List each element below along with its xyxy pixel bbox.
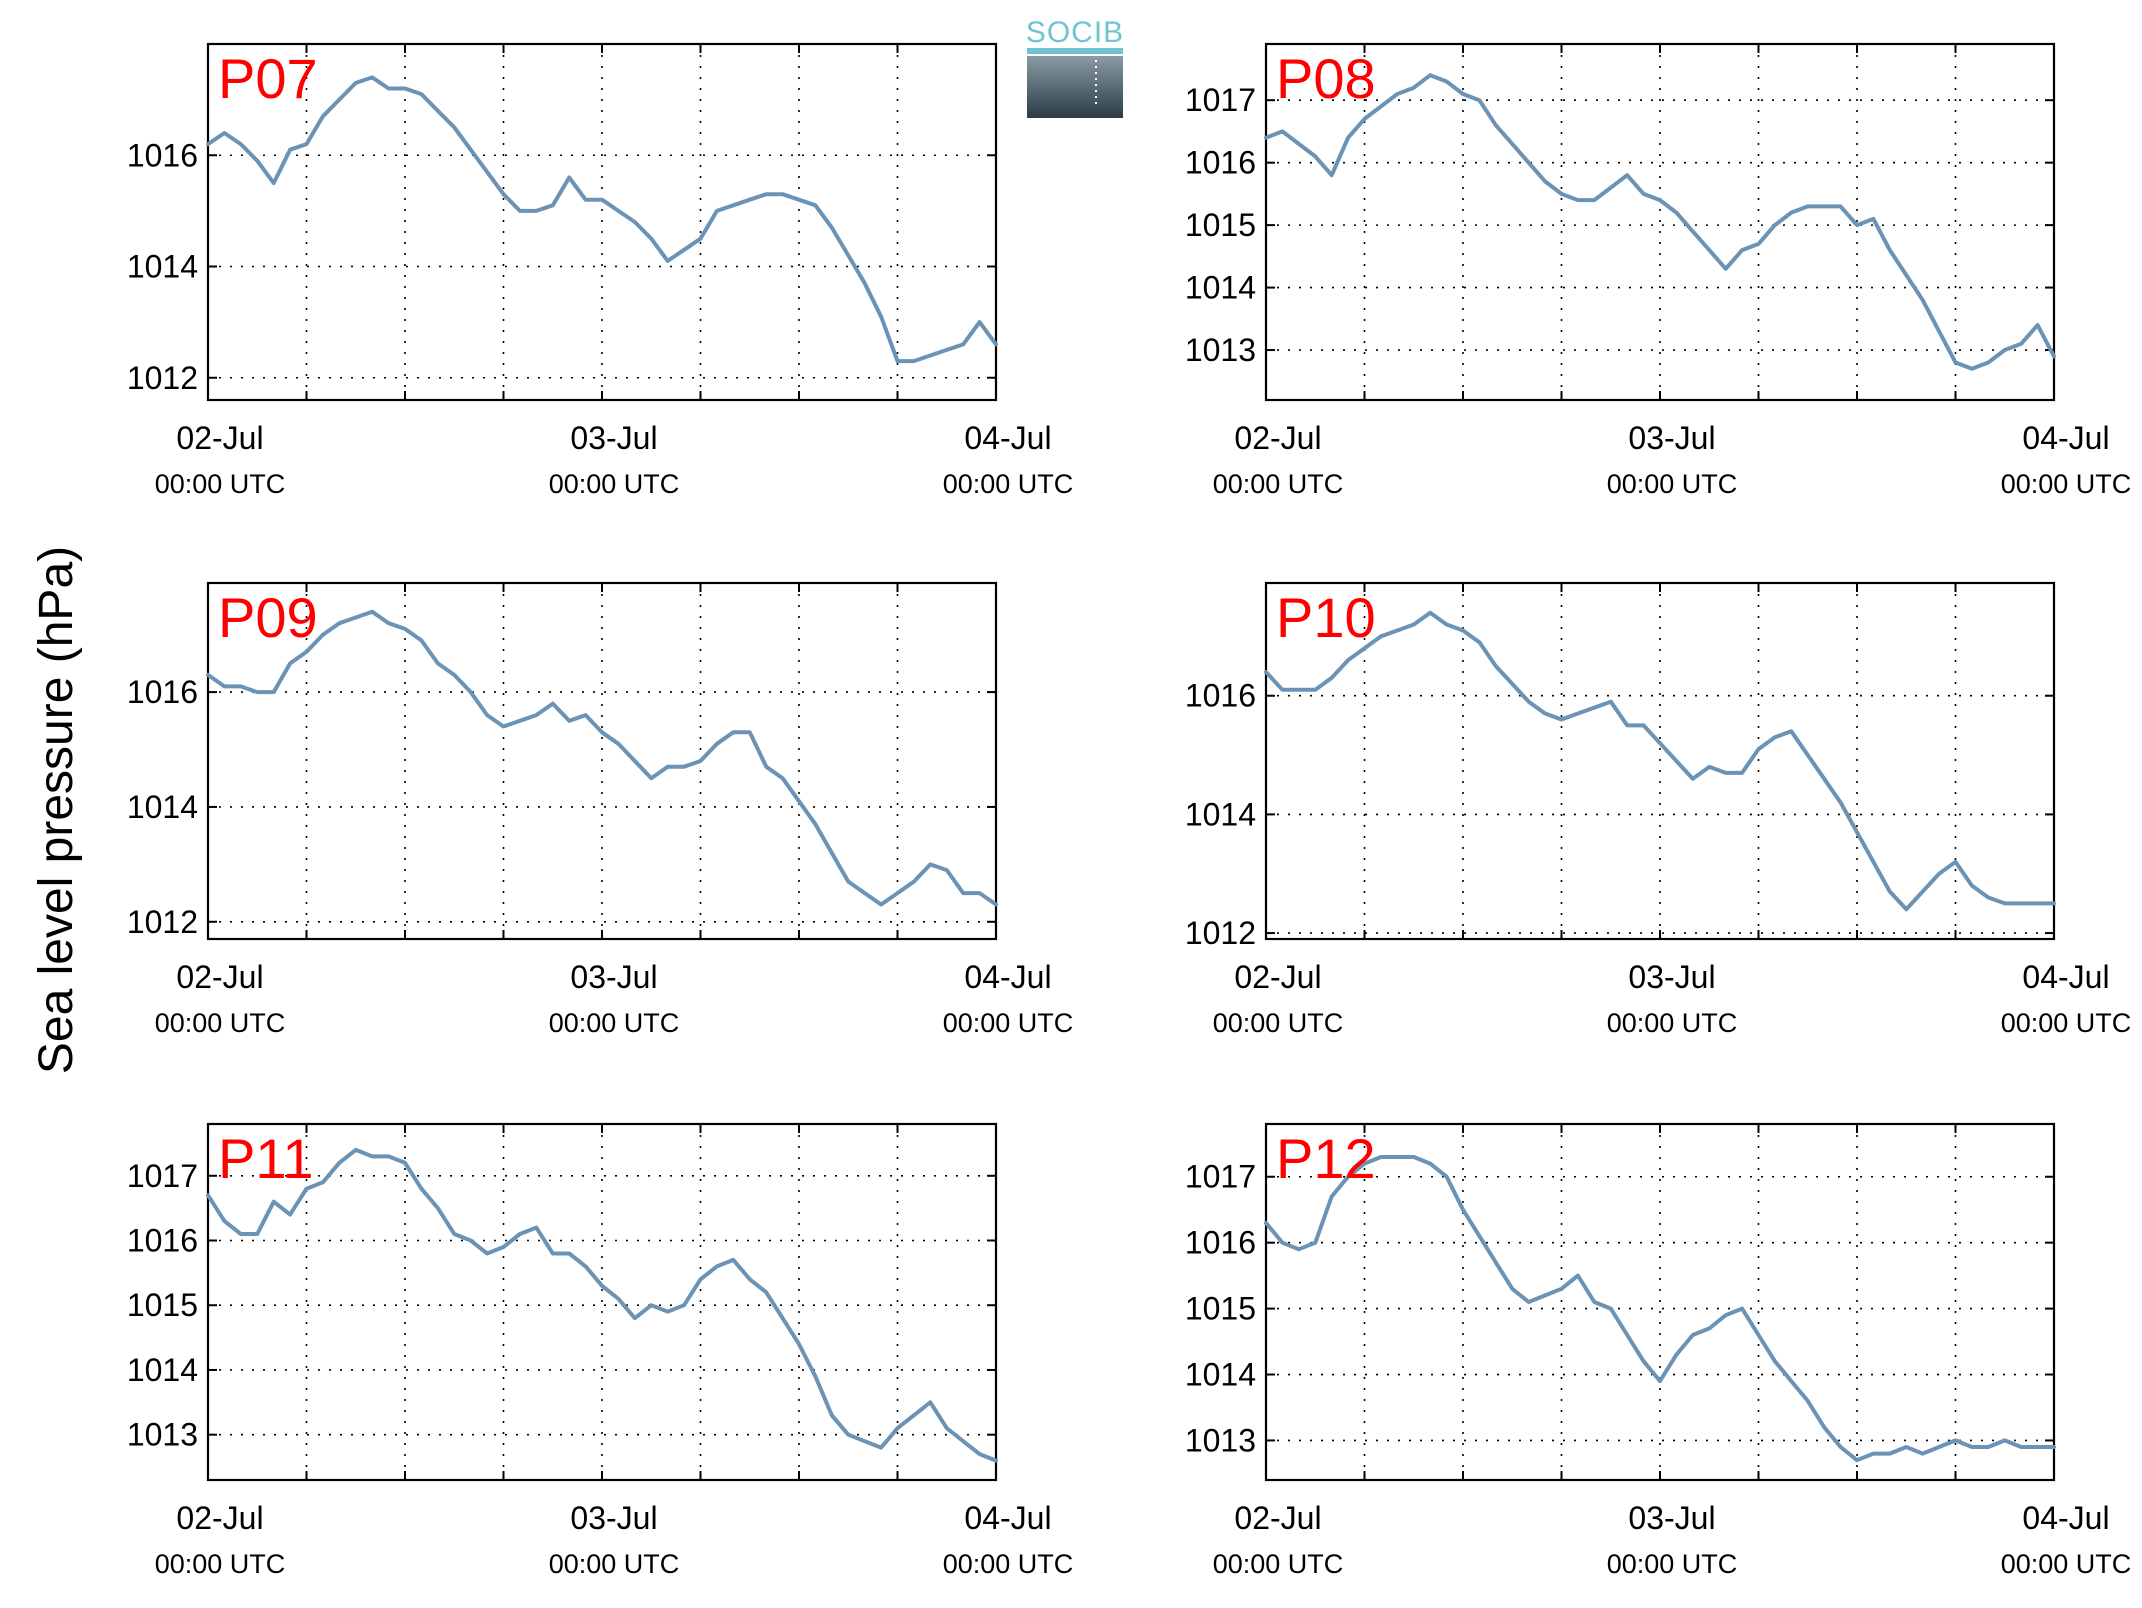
y-tick-label: 1014 (127, 1352, 198, 1388)
series-line-p08 (1264, 73, 2056, 371)
x-tick-label-time: 00:00 UTC (155, 1549, 286, 1579)
y-tick-label: 1014 (127, 249, 198, 285)
x-tick-label-date: 04-Jul (964, 1500, 1051, 1536)
x-tick-label-date: 03-Jul (1628, 959, 1715, 995)
x-tick-label-time: 00:00 UTC (2001, 1008, 2132, 1038)
x-tick-label-date: 04-Jul (964, 420, 1051, 456)
y-tick-label: 1016 (1185, 1225, 1256, 1261)
x-tick-label-date: 02-Jul (1234, 959, 1321, 995)
x-tick-label-date: 03-Jul (570, 420, 657, 456)
y-tick-label: 1017 (1185, 82, 1256, 118)
y-tick-label: 1016 (127, 1223, 198, 1259)
x-tick-label-time: 00:00 UTC (943, 1549, 1074, 1579)
panel-label: P12 (1276, 1127, 1376, 1190)
socib-logo: SOCIB (1026, 16, 1124, 118)
panel-p10: 1012 1014 1016 02-Jul 00:00 UTC 03-Jul 00:00 U… (1185, 581, 2132, 1038)
y-tick-label: 1014 (127, 789, 198, 825)
x-tick-label-date: 02-Jul (1234, 420, 1321, 456)
panel-label: P11 (218, 1127, 313, 1190)
panel-p07: 1012 1014 1016 02-Jul 00:00 UTC 03-Jul 00:00 U… (127, 42, 1074, 499)
y-tick-label: 1017 (127, 1158, 198, 1194)
x-tick-label-date: 02-Jul (176, 959, 263, 995)
x-tick-label-date: 02-Jul (176, 1500, 263, 1536)
y-tick-label: 1016 (1185, 678, 1256, 714)
x-tick-label-date: 03-Jul (1628, 420, 1715, 456)
x-tick-label-date: 04-Jul (2022, 1500, 2109, 1536)
y-tick-label: 1012 (127, 360, 198, 396)
x-tick-label-date: 03-Jul (1628, 1500, 1715, 1536)
y-tick-label: 1014 (1185, 796, 1256, 832)
panel-p12: 1013 1014 1015 1016 1017 02-Jul 00:00 UTC 03-Ju… (1185, 1122, 2132, 1579)
x-tick-label-time: 00:00 UTC (1213, 1549, 1344, 1579)
logo-bar (1027, 48, 1123, 54)
y-tick-label: 1013 (1185, 1422, 1256, 1458)
y-axis-label: Sea level pressure (hPa) (30, 546, 83, 1074)
panel-label: P10 (1276, 586, 1376, 649)
y-tick-label: 1015 (1185, 1291, 1256, 1327)
y-tick-label: 1015 (127, 1287, 198, 1323)
logo-text: SOCIB (1026, 16, 1124, 49)
x-tick-label-date: 03-Jul (570, 1500, 657, 1536)
logo-block (1027, 56, 1123, 118)
y-tick-label: 1014 (1185, 1357, 1256, 1393)
x-tick-label-time: 00:00 UTC (549, 1008, 680, 1038)
x-tick-label-time: 00:00 UTC (549, 1549, 680, 1579)
series-line-p12 (1264, 1155, 2056, 1463)
x-tick-label-time: 00:00 UTC (549, 469, 680, 499)
series-line-p09 (206, 609, 998, 907)
x-tick-label-time: 00:00 UTC (1607, 469, 1738, 499)
panels: 1012 1014 1016 02-Jul 00:00 UTC 03-Jul 00:00 U… (127, 42, 2132, 1579)
x-tick-label-date: 04-Jul (964, 959, 1051, 995)
y-tick-label: 1013 (1185, 332, 1256, 368)
x-tick-label-time: 00:00 UTC (943, 1008, 1074, 1038)
x-tick-label-time: 00:00 UTC (155, 1008, 286, 1038)
x-tick-label-time: 00:00 UTC (2001, 469, 2132, 499)
x-tick-label-time: 00:00 UTC (1607, 1008, 1738, 1038)
y-tick-label: 1012 (127, 904, 198, 940)
series-line-p07 (206, 75, 998, 364)
y-tick-label: 1017 (1185, 1159, 1256, 1195)
x-tick-label-time: 00:00 UTC (155, 469, 286, 499)
y-tick-label: 1016 (127, 674, 198, 710)
x-tick-label-time: 00:00 UTC (943, 469, 1074, 499)
panel-p09: 1012 1014 1016 02-Jul 00:00 UTC 03-Jul 00:00 U… (127, 581, 1074, 1038)
y-tick-label: 1016 (127, 137, 198, 173)
series-line-p10 (1264, 610, 2056, 912)
panel-p08: 1013 1014 1015 1016 1017 02-Jul 00:00 UTC 03-Ju… (1185, 42, 2132, 499)
x-tick-label-date: 02-Jul (176, 420, 263, 456)
x-tick-label-date: 02-Jul (1234, 1500, 1321, 1536)
x-tick-label-time: 00:00 UTC (1213, 469, 1344, 499)
series-line-p11 (206, 1147, 998, 1463)
panel-label: P08 (1276, 47, 1376, 110)
x-tick-label-date: 03-Jul (570, 959, 657, 995)
panel-label: P07 (218, 47, 318, 110)
panel-p11: 1013 1014 1015 1016 1017 02-Jul 00:00 UTC 03-Ju… (127, 1122, 1074, 1579)
y-tick-label: 1015 (1185, 207, 1256, 243)
y-tick-label: 1014 (1185, 270, 1256, 306)
x-tick-label-time: 00:00 UTC (2001, 1549, 2132, 1579)
x-tick-label-time: 00:00 UTC (1607, 1549, 1738, 1579)
y-tick-label: 1013 (127, 1417, 198, 1453)
y-tick-label: 1012 (1185, 915, 1256, 951)
x-tick-label-date: 04-Jul (2022, 420, 2109, 456)
y-tick-label: 1016 (1185, 145, 1256, 181)
x-tick-label-date: 04-Jul (2022, 959, 2109, 995)
panel-label: P09 (218, 586, 318, 649)
x-tick-label-time: 00:00 UTC (1213, 1008, 1344, 1038)
